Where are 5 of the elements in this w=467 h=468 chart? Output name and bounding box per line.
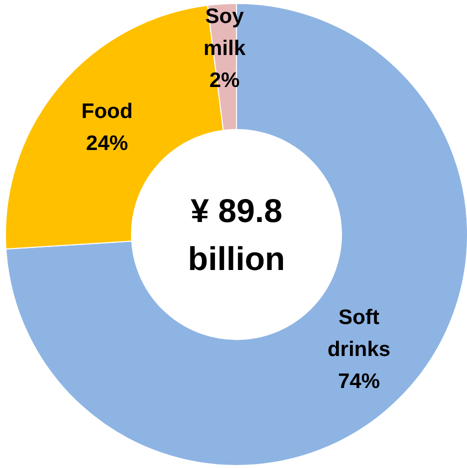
slice-label: Soft drinks <box>327 306 390 362</box>
data-label: 74% <box>338 370 380 394</box>
data-label: 24% <box>86 132 128 156</box>
text: ¥ 89.8 billion <box>188 192 286 278</box>
slice-label: Food <box>81 100 133 123</box>
